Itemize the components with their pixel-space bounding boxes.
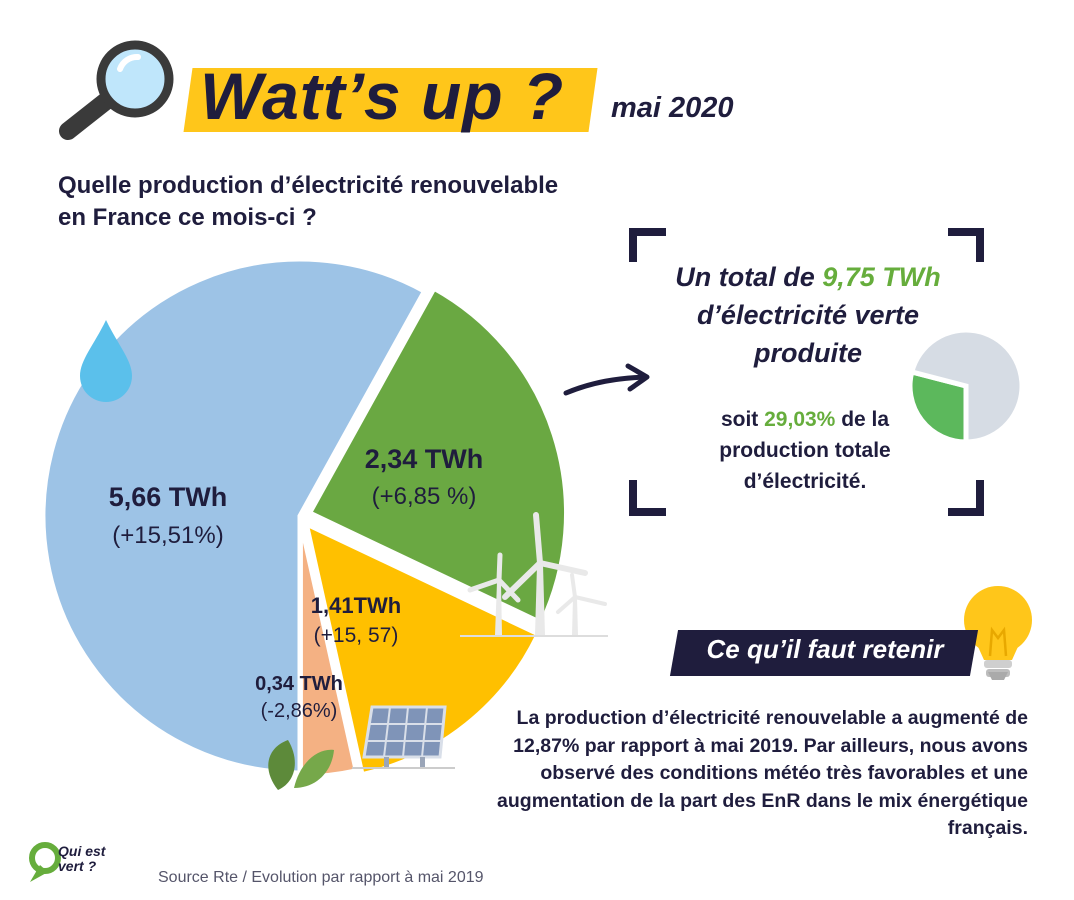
question-heading: Quelle production d’électricité renouvel… xyxy=(58,172,559,231)
wind-turbine-icon xyxy=(460,512,608,637)
total-rest: d’électricité verte produite xyxy=(696,300,920,368)
bio-change-label: (-2,86%) xyxy=(261,700,338,722)
page-date: mai 2020 xyxy=(611,92,734,124)
hydro-change-label: (+15,51%) xyxy=(112,522,223,549)
pie-slice-hydro xyxy=(40,256,428,776)
solar-value-label: 1,41TWh xyxy=(311,593,401,618)
total-value: 9,75 TWh xyxy=(822,262,941,292)
summary-text: La production d’électricité renouvelable… xyxy=(497,707,1028,839)
share-value: 29,03% xyxy=(764,408,836,431)
page-title: Watt’s up ? xyxy=(200,59,565,133)
source-note: Source Rte / Evolution par rapport à mai… xyxy=(158,869,484,886)
pie-slice-wind xyxy=(306,284,570,627)
wind-change-label: (+6,85 %) xyxy=(372,483,477,510)
water-drop-icon xyxy=(80,320,132,402)
magnifier-icon xyxy=(59,40,174,140)
share-statement: soit 29,03% de la production totale d’él… xyxy=(690,404,920,497)
total-prefix: Un total de xyxy=(675,262,815,292)
logo-text: Qui est vert ? xyxy=(58,843,106,874)
hydro-value-label: 5,66 TWh xyxy=(109,482,228,512)
logo-icon xyxy=(29,842,61,882)
share-slice-green xyxy=(907,368,969,445)
share-prefix: soit xyxy=(720,408,759,431)
share-rest: de la production totale d’électricité. xyxy=(719,408,891,493)
wind-value-label: 2,34 TWh xyxy=(365,444,484,474)
arrow-icon xyxy=(563,363,650,396)
total-statement: Un total de 9,75 TWh d’électricité verte… xyxy=(628,258,988,372)
pie-slice-solar xyxy=(302,519,542,778)
solar-change-label: (+15, 57) xyxy=(314,624,399,647)
pie-slices xyxy=(40,256,570,780)
light-bulb-icon xyxy=(964,586,1032,680)
frame-corners xyxy=(629,228,984,516)
share-slice-rest xyxy=(908,327,1025,445)
bio-value-label: 0,34 TWh xyxy=(255,673,343,695)
solar-panel-icon xyxy=(352,705,455,769)
leaf-icon xyxy=(268,740,334,790)
retain-title: Ce qu’il faut retenir xyxy=(706,634,944,664)
share-pie-chart xyxy=(907,327,1025,445)
